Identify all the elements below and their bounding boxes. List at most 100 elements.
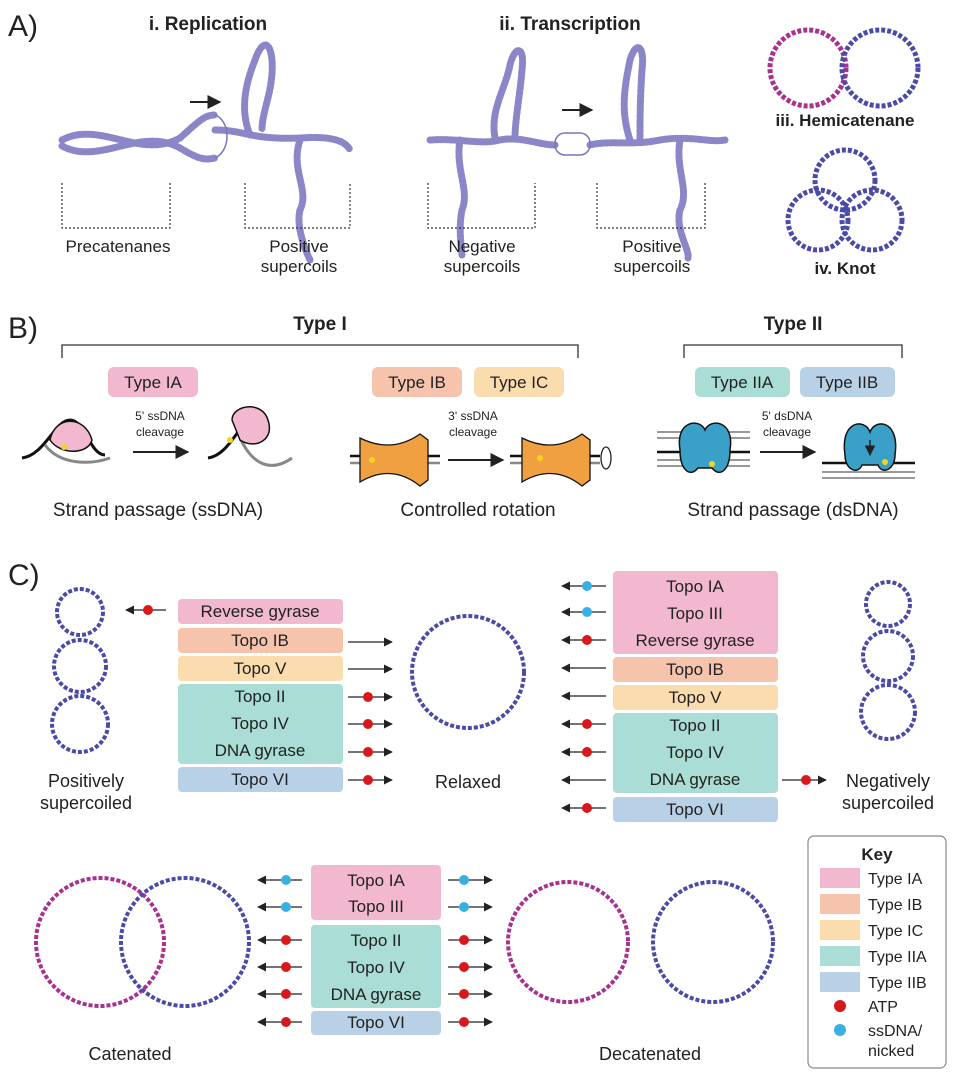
right-enzyme-list: Topo IA Topo III Reverse gyrase Topo IB … — [613, 571, 778, 822]
hemicatenane-diagram — [767, 27, 921, 109]
knot-label: iv. Knot — [814, 259, 875, 278]
type-ib-chip-label: Type IB — [388, 373, 446, 392]
positive-supercoils-label-2: supercoils — [261, 257, 338, 276]
negatively-label-1: Negatively — [846, 771, 930, 791]
positively-supercoiled-dna — [50, 587, 110, 754]
right-topo-iv: Topo IV — [666, 743, 724, 762]
key-swatch-type-iib — [820, 972, 860, 992]
cat-topo-ia: Topo IA — [347, 871, 405, 890]
precatenanes-label: Precatenanes — [66, 237, 171, 256]
transcription-title: ii. Transcription — [499, 14, 640, 35]
type-ia-chip — [108, 367, 198, 397]
key-ssdna-2: nicked — [868, 1043, 914, 1060]
section-c: Positively supercoiled Reverse gyrase To… — [34, 571, 934, 1064]
key-type-iib: Type IIB — [868, 975, 927, 992]
type-iia-chip — [695, 367, 790, 397]
replication-bubble — [214, 114, 228, 159]
cat-list-markers — [281, 875, 469, 1027]
catenated-label: Catenated — [88, 1044, 171, 1064]
negatively-supercoiled-dna — [859, 580, 917, 741]
cat-list-arrows — [257, 875, 493, 1027]
section-b: Type I Type II Type IA Type IB Type IC T… — [21, 314, 915, 521]
panel-c-label: C) — [8, 559, 40, 592]
cat-topo-vi: Topo VI — [347, 1013, 405, 1032]
key-swatch-type-iia — [820, 946, 860, 966]
left-list-atp — [363, 692, 373, 785]
right-topo-ib: Topo IB — [666, 660, 724, 679]
mech-ib-label: Controlled rotation — [400, 500, 555, 521]
catenated-dna — [34, 876, 251, 1008]
left-topo-v: Topo V — [234, 659, 288, 678]
right-topo-ii: Topo II — [669, 716, 720, 735]
cleave-ib-label-2: cleavage — [449, 425, 497, 439]
panel-b-label: B) — [8, 312, 38, 345]
key-swatch-type-ic — [820, 920, 860, 940]
key-type-ib: Type IB — [868, 897, 922, 914]
left-enzyme-list: Reverse gyrase Topo IB Topo V Topo II To… — [178, 599, 343, 792]
cat-topo-ii: Topo II — [350, 931, 401, 950]
decatenated-label: Decatenated — [599, 1044, 701, 1064]
key-title: Key — [861, 845, 893, 864]
negative-supercoils-label-1: Negative — [448, 237, 515, 256]
section-a: i. Replication ii. Transcription — [58, 14, 921, 278]
type1-title: Type I — [293, 314, 347, 335]
region-brackets — [61, 183, 706, 229]
decatenated-dna-magenta — [506, 880, 630, 1004]
left-topo-ib: Topo IB — [231, 631, 289, 650]
right-topo-iii: Topo III — [667, 604, 723, 623]
type-ib-mechanism — [350, 433, 612, 487]
type2-title: Type II — [764, 314, 823, 335]
type-iia-chip-label: Type IIA — [711, 373, 774, 392]
cleave-ii-label-1: 5' dsDNA — [762, 409, 812, 423]
type-ia-mechanism — [21, 406, 293, 467]
type-iib-chip — [800, 367, 895, 397]
key-atp-dot — [834, 1000, 846, 1012]
key-ssdna-dot — [834, 1024, 846, 1036]
key-type-ic: Type IC — [868, 923, 923, 940]
cat-dna-gyrase: DNA gyrase — [331, 985, 422, 1004]
type-ic-chip-label: Type IC — [490, 373, 549, 392]
positive-supercoils-label-1: Positive — [269, 237, 329, 256]
key-box: Key Type IA Type IB Type IC Type IIA Typ… — [807, 835, 947, 1069]
cleave-ii-label-2: cleavage — [763, 425, 811, 439]
right-topo-ia: Topo IA — [666, 577, 724, 596]
left-dna-gyrase: DNA gyrase — [215, 741, 306, 760]
right-topo-vi: Topo VI — [666, 800, 724, 819]
left-reverse-gyrase: Reverse gyrase — [200, 602, 319, 621]
knot-diagram — [785, 147, 905, 253]
key-atp: ATP — [868, 999, 898, 1016]
positive-supercoils-label-1b: Positive — [622, 237, 682, 256]
type-ib-chip — [372, 367, 462, 397]
left-topo-iv: Topo IV — [231, 714, 289, 733]
type2-bracket — [683, 344, 903, 358]
left-topo-ii: Topo II — [234, 687, 285, 706]
transcription-bubble — [554, 132, 591, 156]
cleave-ib-label-1: 3' ssDNA — [448, 409, 498, 423]
key-type-iia: Type IIA — [868, 949, 927, 966]
negative-supercoils-label-2: supercoils — [444, 257, 521, 276]
key-swatch-type-ia — [820, 868, 860, 888]
positively-label-1: Positively — [48, 771, 124, 791]
relaxed-label: Relaxed — [435, 772, 501, 792]
key-ssdna-1: ssDNA/ — [868, 1023, 923, 1040]
hemicatenane-title: iii. Hemicatenane — [776, 111, 915, 130]
left-topo-vi: Topo VI — [231, 770, 289, 789]
panel-a-label: A) — [8, 10, 38, 43]
right-topo-v: Topo V — [669, 688, 723, 707]
type-ii-mechanism — [657, 422, 915, 479]
cleave-ia-label-1: 5' ssDNA — [135, 409, 185, 423]
right-list-markers — [582, 581, 811, 813]
negatively-label-2: supercoiled — [842, 793, 934, 813]
cat-topo-iv: Topo IV — [347, 958, 405, 977]
key-swatch-type-ib — [820, 894, 860, 914]
right-reverse-gyrase: Reverse gyrase — [635, 631, 754, 650]
positively-label-2: supercoiled — [40, 793, 132, 813]
key-type-ia: Type IA — [868, 871, 923, 888]
left-list-arrows — [348, 637, 393, 785]
type-ia-chip-label: Type IA — [124, 373, 182, 392]
type1-bracket — [61, 344, 579, 358]
positive-supercoils-label-2b: supercoils — [614, 257, 691, 276]
transcription-dna — [426, 44, 729, 262]
mech-ii-label: Strand passage (dsDNA) — [687, 500, 898, 521]
